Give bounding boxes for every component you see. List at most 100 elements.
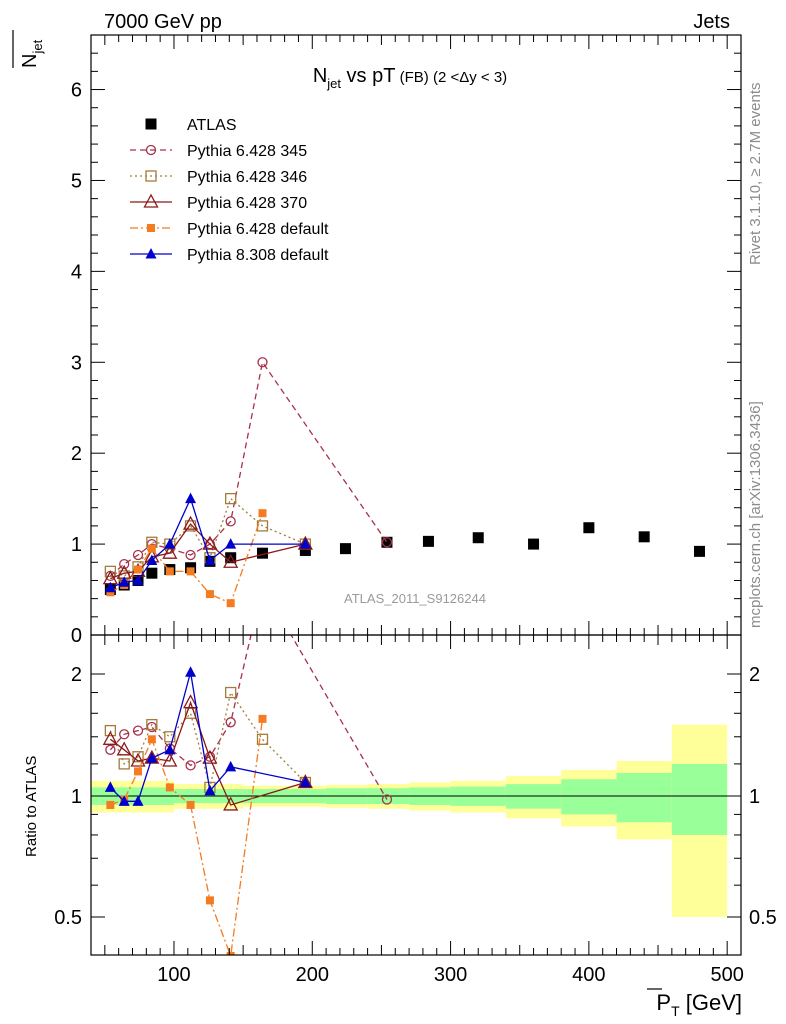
series-3 — [102, 515, 313, 585]
x-axis-label: PT [GeV] — [656, 990, 742, 1019]
data-point — [162, 752, 178, 767]
data-point — [132, 795, 144, 806]
data-point — [132, 574, 144, 585]
data-point — [186, 567, 195, 576]
data-point — [147, 544, 156, 553]
data-point — [694, 545, 706, 557]
series-line — [109, 360, 388, 577]
data-point — [638, 531, 650, 543]
data-point — [146, 554, 158, 565]
data-point — [132, 725, 144, 736]
legend-marker — [145, 248, 157, 259]
data-point — [528, 538, 540, 550]
data-point — [258, 714, 267, 723]
legend-entry: Pythia 8.308 default — [130, 247, 329, 264]
data-point — [258, 509, 267, 518]
ratio-y-axis-label: Ratio to ATLAS — [23, 756, 40, 857]
ratio-bands — [91, 724, 728, 917]
data-point — [472, 532, 484, 544]
series-line — [110, 512, 264, 605]
data-point — [297, 535, 313, 550]
data-point — [184, 707, 197, 719]
data-point — [204, 784, 216, 796]
data-point — [225, 686, 237, 699]
data-point — [162, 544, 178, 559]
data-point — [225, 552, 237, 564]
legend-marker — [147, 224, 155, 232]
legend-marker — [143, 193, 159, 208]
ratio-frame — [90, 634, 742, 956]
x-tick-label: 500 — [710, 964, 743, 986]
series-line — [109, 700, 306, 806]
data-point — [202, 535, 218, 550]
main-panel: 0 1 2 3 4 5 6 — [71, 34, 742, 647]
ratio-axis-ticks: 0.5 0.5 1 1 2 2 100 200 300 400 500 — [54, 635, 777, 986]
data-point — [185, 666, 197, 677]
data-point — [146, 718, 158, 731]
data-point — [223, 553, 239, 568]
clipped-series — [102, 357, 706, 608]
data-point — [116, 741, 132, 756]
data-point — [118, 758, 130, 770]
data-point — [182, 694, 199, 709]
x-tick-label: 200 — [296, 964, 329, 986]
data-point — [185, 549, 196, 561]
data-point — [226, 951, 235, 955]
data-point — [205, 896, 214, 905]
ratio-y-tick-label-right: 0.5 — [749, 907, 777, 929]
data-point — [186, 800, 195, 809]
data-point — [226, 599, 235, 608]
main-axis-ticks: 0 1 2 3 4 5 6 — [71, 35, 741, 647]
data-point — [225, 538, 237, 549]
data-point — [105, 744, 116, 755]
data-point — [583, 522, 595, 534]
data-point — [104, 724, 117, 737]
y-tick-label: 3 — [71, 352, 82, 374]
data-point — [104, 565, 117, 578]
data-point — [134, 565, 143, 574]
data-point — [225, 492, 237, 505]
x-tick-label: 400 — [572, 964, 605, 986]
data-point — [164, 538, 176, 549]
data-point — [205, 590, 214, 599]
data-point — [118, 795, 130, 806]
series-5 — [104, 492, 311, 593]
series-line — [110, 497, 306, 577]
legend-label: Pythia 6.428 default — [187, 221, 329, 238]
data-point — [381, 537, 393, 548]
ratio-data — [102, 635, 393, 955]
data-point — [147, 735, 156, 744]
data-point — [164, 743, 176, 755]
legend: ATLAS Pythia 6.428 345 Pythia 6.428 346 Pyt… — [130, 117, 329, 264]
ratio-y-tick-label: 2 — [71, 664, 82, 686]
legend-entry: Pythia 6.428 346 — [130, 169, 307, 186]
data-point — [299, 538, 311, 549]
legend-label: Pythia 6.428 346 — [187, 169, 307, 186]
legend-label: Pythia 8.308 default — [187, 247, 329, 264]
series-line — [109, 690, 306, 788]
y-tick-label: 2 — [71, 443, 82, 465]
data-point — [422, 535, 434, 547]
series-5 — [104, 666, 311, 806]
y-tick-label: 0 — [71, 625, 82, 647]
legend-label: Pythia 6.428 345 — [187, 143, 307, 160]
analysis-watermark: ATLAS_2011_S9126244 — [344, 591, 486, 606]
legend-marker — [145, 118, 157, 130]
series-0 — [104, 522, 706, 596]
ratio-band-green — [561, 779, 617, 815]
data-point — [225, 516, 236, 527]
data-point — [165, 567, 174, 576]
data-point — [204, 554, 216, 565]
y-tick-label: 5 — [71, 170, 82, 192]
data-point — [225, 717, 236, 728]
y-tick-label: 6 — [71, 80, 82, 102]
series-line — [110, 523, 306, 580]
legend-label: Pythia 6.428 370 — [187, 195, 307, 212]
data-point — [381, 536, 393, 548]
ratio-band-green — [671, 763, 728, 835]
data-point — [104, 581, 116, 593]
data-point — [164, 731, 176, 743]
data-point — [339, 543, 351, 555]
data-point — [381, 794, 393, 805]
